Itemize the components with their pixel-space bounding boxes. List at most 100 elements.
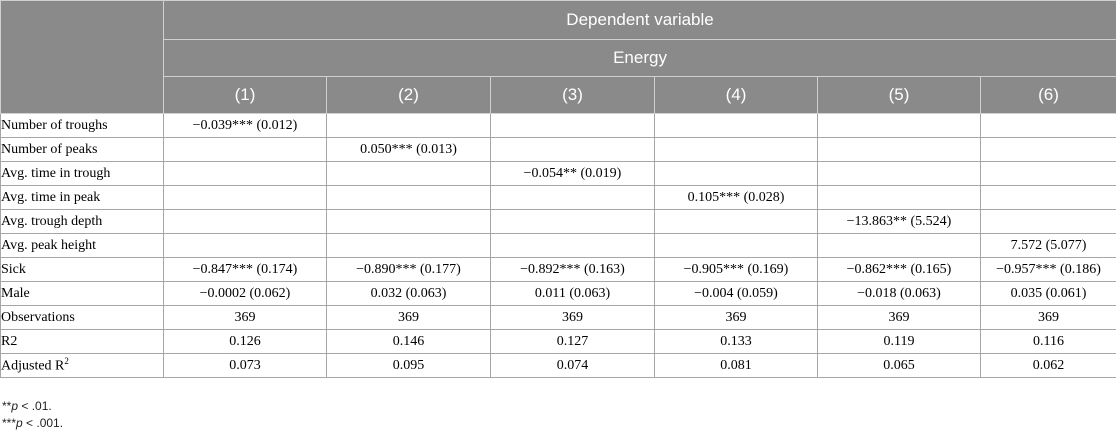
table-cell bbox=[979, 113, 1116, 138]
table-cell: 0.126 bbox=[163, 329, 327, 354]
table-cell: −0.890*** (0.177) bbox=[326, 257, 491, 282]
table-row: R2 0.126 0.146 0.127 0.133 0.119 0.116 bbox=[0, 329, 1116, 354]
table-cell bbox=[654, 209, 818, 234]
row-label: Avg. time in peak bbox=[0, 185, 164, 210]
table-cell: 0.133 bbox=[654, 329, 818, 354]
table-cell bbox=[654, 233, 818, 258]
table-cell: −13.863** (5.524) bbox=[817, 209, 981, 234]
table-cell: 369 bbox=[490, 305, 655, 330]
column-header: (2) bbox=[326, 76, 491, 114]
column-header: (5) bbox=[817, 76, 981, 114]
table-cell bbox=[654, 161, 818, 186]
table-cell bbox=[490, 137, 655, 162]
table-cell bbox=[817, 113, 981, 138]
row-label: Number of troughs bbox=[0, 113, 164, 138]
table-cell: 369 bbox=[979, 305, 1116, 330]
table-cell bbox=[979, 137, 1116, 162]
table-cell: −0.847*** (0.174) bbox=[163, 257, 327, 282]
table-notes: **p < .01. ***p < .001. bbox=[2, 398, 63, 432]
table-row: Avg. trough depth −13.863** (5.524) bbox=[0, 209, 1116, 234]
table-cell: 0.119 bbox=[817, 329, 981, 354]
table-cell bbox=[490, 233, 655, 258]
table-cell: 0.011 (0.063) bbox=[490, 281, 655, 306]
note-line: ***p < .001. bbox=[2, 416, 64, 430]
table-cell bbox=[326, 185, 491, 210]
table-cell bbox=[490, 209, 655, 234]
table-cell bbox=[326, 209, 491, 234]
row-label: Adjusted R2 bbox=[0, 353, 164, 378]
table-cell: 0.050*** (0.013) bbox=[326, 137, 491, 162]
table-cell: −0.957*** (0.186) bbox=[979, 257, 1116, 282]
column-header: (4) bbox=[654, 76, 818, 114]
row-label: R2 bbox=[0, 329, 164, 354]
table-row: Sick −0.847*** (0.174) −0.890*** (0.177) −0… bbox=[0, 257, 1116, 282]
regression-table: Dependent variable Energy (1) (2) (3) (4… bbox=[0, 0, 1116, 378]
table-cell: −0.905*** (0.169) bbox=[654, 257, 818, 282]
dependent-variable-header: Dependent variable bbox=[162, 0, 1116, 40]
table-cell: −0.004 (0.059) bbox=[654, 281, 818, 306]
table-cell: 0.074 bbox=[490, 353, 655, 378]
table-cell: 0.065 bbox=[817, 353, 981, 378]
header-corner bbox=[0, 0, 164, 114]
table-cell: 0.032 (0.063) bbox=[326, 281, 491, 306]
table-row: Avg. peak height 7.572 (5.077) bbox=[0, 233, 1116, 258]
table-cell bbox=[817, 161, 981, 186]
table-cell: 0.116 bbox=[979, 329, 1116, 354]
table-cell: 369 bbox=[817, 305, 981, 330]
table-cell: 0.146 bbox=[326, 329, 491, 354]
column-header: (6) bbox=[979, 76, 1116, 114]
table-cell bbox=[654, 137, 818, 162]
table-cell bbox=[163, 185, 327, 210]
row-label: Avg. peak height bbox=[0, 233, 164, 258]
table-cell bbox=[817, 137, 981, 162]
table-cell: −0.862*** (0.165) bbox=[817, 257, 981, 282]
table-cell: 369 bbox=[326, 305, 491, 330]
table-cell: 7.572 (5.077) bbox=[979, 233, 1116, 258]
table-row: Observations 369 369 369 369 369 369 bbox=[0, 305, 1116, 330]
table-cell bbox=[326, 113, 491, 138]
table-cell: 0.081 bbox=[654, 353, 818, 378]
table-cell: 369 bbox=[163, 305, 327, 330]
row-label: Male bbox=[0, 281, 164, 306]
row-label: Observations bbox=[0, 305, 164, 330]
table-cell bbox=[654, 113, 818, 138]
column-header: (3) bbox=[490, 76, 655, 114]
table-cell bbox=[163, 209, 327, 234]
table-cell bbox=[490, 113, 655, 138]
table-cell: −0.039*** (0.012) bbox=[163, 113, 327, 138]
column-header: (1) bbox=[163, 76, 327, 114]
table-cell bbox=[163, 161, 327, 186]
table-cell: −0.018 (0.063) bbox=[817, 281, 981, 306]
row-label: Avg. trough depth bbox=[0, 209, 164, 234]
table-cell: −0.892*** (0.163) bbox=[490, 257, 655, 282]
table-cell: −0.054** (0.019) bbox=[490, 161, 655, 186]
table-cell: 0.062 bbox=[979, 353, 1116, 378]
table-cell bbox=[163, 233, 327, 258]
table-row: Number of peaks 0.050*** (0.013) bbox=[0, 137, 1116, 162]
note-line: **p < .01. bbox=[2, 399, 52, 413]
table-cell: 369 bbox=[654, 305, 818, 330]
table-cell: 0.127 bbox=[490, 329, 655, 354]
table-cell bbox=[817, 185, 981, 210]
table-row: Avg. time in trough −0.054** (0.019) bbox=[0, 161, 1116, 186]
table-cell bbox=[979, 161, 1116, 186]
table-cell: 0.105*** (0.028) bbox=[654, 185, 818, 210]
row-label: Sick bbox=[0, 257, 164, 282]
table-cell bbox=[326, 233, 491, 258]
table-body: Number of troughs −0.039*** (0.012) Number… bbox=[0, 113, 1116, 378]
table-cell: 0.073 bbox=[163, 353, 327, 378]
outcome-header: Energy bbox=[162, 39, 1116, 77]
table-cell: 0.095 bbox=[326, 353, 491, 378]
table-cell bbox=[163, 137, 327, 162]
table-row: Avg. time in peak 0.105*** (0.028) bbox=[0, 185, 1116, 210]
table-cell: 0.035 (0.061) bbox=[979, 281, 1116, 306]
table-cell bbox=[326, 161, 491, 186]
table-row: Male −0.0002 (0.062) 0.032 (0.063) 0.011 (0… bbox=[0, 281, 1116, 306]
row-label: Avg. time in trough bbox=[0, 161, 164, 186]
table-cell: −0.0002 (0.062) bbox=[163, 281, 327, 306]
row-label: Number of peaks bbox=[0, 137, 164, 162]
table-cell bbox=[979, 185, 1116, 210]
table-row: Adjusted R2 0.073 0.095 0.074 0.081 0.065 0.06… bbox=[0, 353, 1116, 378]
table-cell bbox=[490, 185, 655, 210]
table-row: Number of troughs −0.039*** (0.012) bbox=[0, 113, 1116, 138]
